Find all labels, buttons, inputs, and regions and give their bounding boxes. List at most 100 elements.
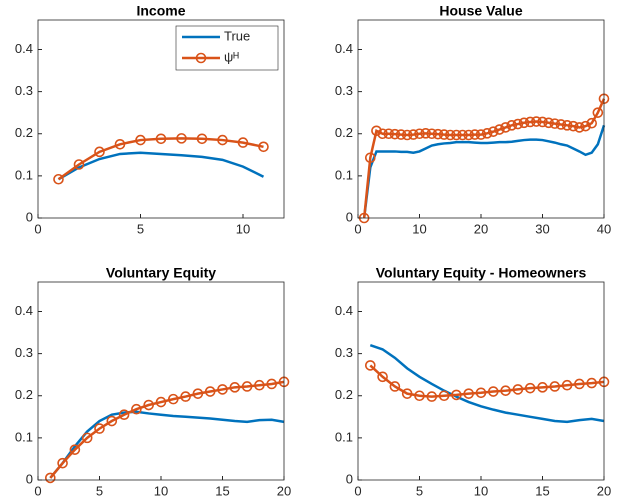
marker — [451, 129, 462, 141]
marker — [377, 128, 388, 140]
marker — [500, 385, 511, 396]
series-line — [49, 380, 285, 479]
marker — [537, 382, 548, 393]
marker — [401, 129, 413, 141]
legend-label: ψᴴ — [224, 49, 239, 64]
marker — [512, 118, 524, 130]
marker — [114, 138, 126, 150]
marker — [118, 409, 130, 421]
marker — [586, 377, 598, 389]
legend-label: True — [224, 28, 250, 43]
marker — [254, 379, 265, 391]
marker — [444, 129, 456, 141]
legend-box — [175, 25, 279, 71]
x-tick-label: 5 — [137, 221, 144, 236]
marker — [408, 129, 419, 140]
marker — [168, 393, 179, 405]
marker — [94, 423, 105, 434]
legend-marker — [195, 52, 207, 64]
subplot-title: House Value — [439, 3, 522, 19]
marker — [229, 382, 241, 393]
marker — [537, 116, 548, 128]
y-tick-label: 0.2 — [15, 125, 33, 140]
axes-background — [358, 282, 604, 480]
x-tick-label: 0 — [354, 221, 361, 236]
x-tick-label: 10 — [236, 221, 250, 236]
y-tick-label: 0.1 — [15, 429, 33, 444]
marker — [555, 119, 567, 130]
marker — [475, 129, 487, 140]
marker — [143, 399, 154, 411]
axes-box — [37, 281, 285, 481]
x-tick-label: 10 — [474, 483, 488, 498]
subplot: Voluntary Equity 0 0.1 0.2 0.3 0.4 0 5 10 15 20 — [15, 265, 291, 499]
marker — [176, 133, 187, 144]
marker — [451, 389, 462, 401]
y-tick-label: 0.3 — [335, 345, 353, 360]
marker — [237, 137, 249, 148]
y-tick-label: 0.3 — [15, 83, 33, 98]
y-tick-label: 0 — [346, 471, 353, 486]
marker — [44, 472, 56, 484]
subplot-title: Income — [136, 3, 185, 19]
series-line — [369, 344, 605, 424]
marker — [69, 444, 81, 455]
marker — [131, 403, 142, 415]
marker — [580, 120, 591, 132]
x-tick-label: 5 — [416, 483, 423, 498]
series-line — [49, 410, 285, 479]
axes-box — [37, 19, 285, 219]
axes-background — [358, 20, 604, 218]
marker — [549, 381, 561, 392]
marker — [586, 117, 598, 129]
marker — [524, 116, 536, 128]
axes-box — [357, 19, 605, 219]
x-tick-label: 0 — [354, 483, 361, 498]
y-tick-label: 0 — [26, 209, 33, 224]
marker — [364, 360, 376, 371]
marker — [192, 388, 204, 399]
marker — [432, 128, 444, 140]
marker — [438, 390, 450, 402]
y-tick-label: 0.1 — [15, 167, 33, 182]
marker — [561, 379, 573, 391]
x-tick-label: 20 — [474, 221, 488, 236]
marker — [512, 384, 524, 395]
x-tick-label: 10 — [154, 483, 168, 498]
marker — [414, 390, 425, 402]
y-tick-label: 0.2 — [335, 387, 353, 402]
marker — [180, 391, 191, 402]
marker — [463, 129, 475, 141]
marker — [469, 129, 481, 140]
x-tick-label: 0 — [34, 221, 41, 236]
marker — [196, 133, 208, 145]
marker — [524, 382, 536, 394]
marker — [383, 128, 395, 140]
axes-box — [357, 281, 605, 481]
marker — [364, 152, 376, 164]
marker — [574, 122, 585, 133]
marker — [567, 120, 579, 132]
marker — [438, 129, 450, 140]
marker — [81, 432, 93, 444]
marker — [487, 386, 499, 397]
y-tick-label: 0.4 — [15, 303, 33, 318]
series-line — [362, 98, 606, 219]
marker — [549, 118, 561, 129]
marker — [204, 386, 216, 397]
marker — [457, 129, 468, 141]
marker — [414, 128, 425, 140]
marker — [389, 381, 401, 392]
marker — [481, 128, 493, 139]
marker — [155, 396, 167, 408]
subplot-title: Voluntary Equity - Homeowners — [376, 265, 587, 281]
marker — [258, 141, 269, 153]
marker — [377, 371, 388, 383]
series-line — [57, 151, 265, 181]
y-tick-label: 0.1 — [335, 429, 353, 444]
marker — [561, 120, 573, 131]
marker — [500, 122, 511, 133]
marker — [106, 415, 118, 427]
x-tick-label: 10 — [412, 221, 426, 236]
